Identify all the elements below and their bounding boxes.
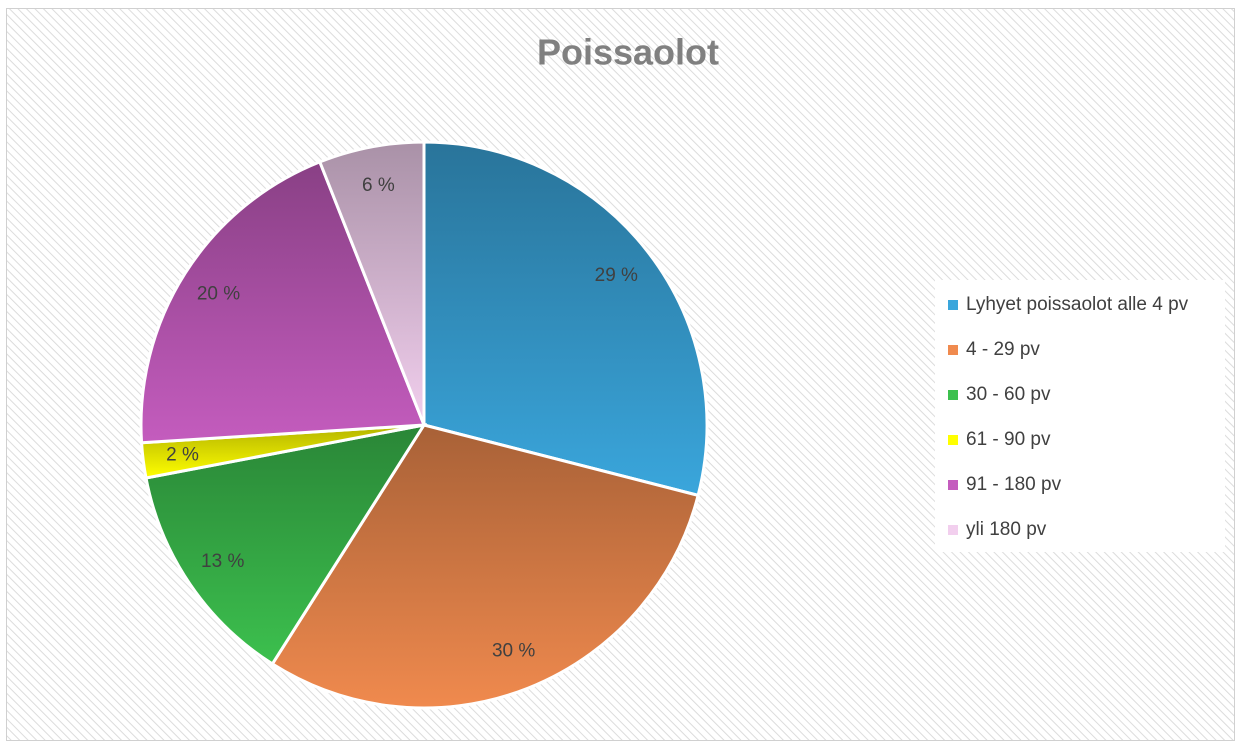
pie-slice <box>317 140 426 426</box>
legend-label: 30 - 60 pv <box>966 384 1051 405</box>
legend <box>935 280 1225 552</box>
legend-label: 61 - 90 pv <box>966 429 1051 450</box>
legend-label: 91 - 180 pv <box>966 474 1062 495</box>
legend-marker <box>948 300 958 310</box>
legend-label: Lyhyet poissaolot alle 4 pv <box>966 294 1189 315</box>
legend-marker <box>948 435 958 445</box>
pie-slice <box>270 423 700 710</box>
data-label: 30 % <box>492 640 535 661</box>
data-label: 6 % <box>362 175 395 196</box>
legend-marker <box>948 390 958 400</box>
legend-label: yli 180 pv <box>966 519 1047 540</box>
legend-label: 4 - 29 pv <box>966 339 1040 360</box>
data-label: 29 % <box>595 265 638 286</box>
legend-marker <box>948 345 958 355</box>
legend-marker <box>948 480 958 490</box>
data-label: 20 % <box>197 284 240 305</box>
data-label: 2 % <box>166 445 199 466</box>
pie-slice <box>139 159 427 445</box>
legend-marker <box>948 525 958 535</box>
chart-title: Poissaolot <box>537 32 719 73</box>
pie-slice <box>422 140 709 498</box>
data-label: 13 % <box>201 551 244 572</box>
pie-slice <box>144 422 428 667</box>
